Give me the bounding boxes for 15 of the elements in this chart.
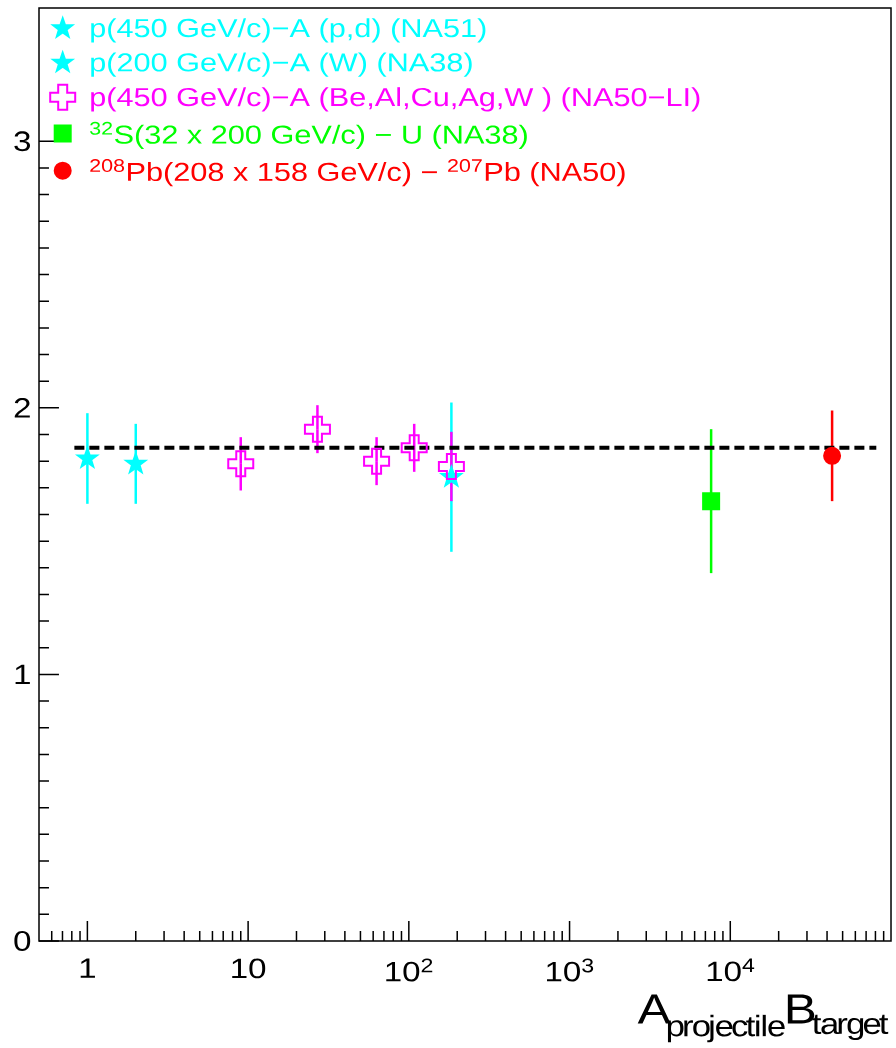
legend-label: p(450 GeV/c)−A (p,d) (NA51) xyxy=(91,18,486,43)
x-tick-label: 10 xyxy=(232,958,266,979)
x-tick-label: 1 xyxy=(80,958,95,978)
x-tick-label: 10$^{2}$ xyxy=(386,958,433,982)
legend-label: $^{208}$Pb(208 x 158 GeV/c) − $^{207}$Pb (NA50) xyxy=(90,159,625,187)
y-tick-label: 0 xyxy=(14,931,31,951)
y-tick-label: 2 xyxy=(14,398,30,418)
legend-label: $^{32}$S(32 x 200 GeV/c) − U (NA38) xyxy=(90,121,527,149)
x-tick-label: 10$^{3}$ xyxy=(547,958,594,982)
y-tick-label: 3 xyxy=(14,131,31,152)
y-tick-label: 1 xyxy=(15,664,30,685)
legend-label: p(200 GeV/c)−A (W) (NA38) xyxy=(91,52,472,77)
legend-label: p(450 GeV/c)−A (Be,Al,Cu,Ag,W ) (NA50−LI) xyxy=(91,87,700,112)
x-axis-title: $\mathrm{A}_{\mathrm{projectile}}\mathrm{B}_{\mathrm{target}}$ xyxy=(637,994,889,1043)
x-tick-label: 10$^{4}$ xyxy=(707,958,755,982)
